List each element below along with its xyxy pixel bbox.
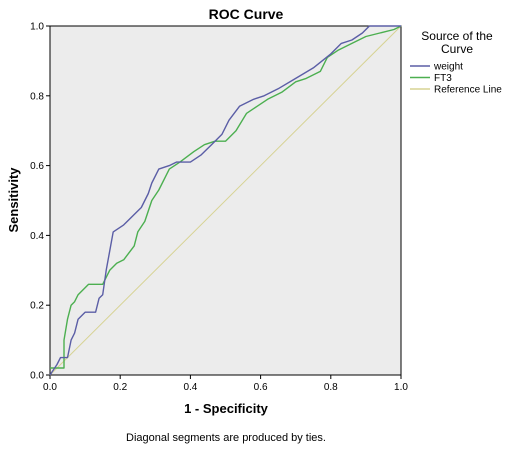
chart-title: ROC Curve	[209, 6, 284, 22]
y-tick-label: 0.4	[30, 231, 44, 242]
legend-label: weight	[433, 62, 463, 73]
series-line-ft3	[50, 25, 402, 369]
y-axis-label: Sensitivity	[6, 167, 21, 233]
y-tick-label: 0.2	[30, 301, 44, 312]
y-tick-label: 0.6	[30, 161, 44, 172]
x-axis-label: 1 - Specificity	[184, 401, 269, 416]
y-tick-label: 1.0	[30, 22, 44, 33]
legend-title-line2: Curve	[441, 42, 473, 56]
series-line-weight	[49, 25, 401, 376]
footnote: Diagonal segments are produced by ties.	[126, 432, 326, 444]
x-tick-label: 0.2	[113, 382, 127, 393]
legend-label: Reference Line	[434, 85, 502, 96]
series-layer	[49, 25, 402, 376]
x-tick-label: 0.6	[254, 382, 268, 393]
axes: 0.0 0.2 0.4 0.6 0.8 1.0 0.0 0.2 0.4 0.6 0.8 1.0	[30, 22, 408, 394]
y-tick-label: 0.0	[30, 371, 44, 382]
series-line-reference-line	[49, 25, 402, 376]
y-tick-label: 0.8	[30, 91, 44, 102]
legend-label: FT3	[434, 73, 452, 84]
x-tick-label: 0.0	[43, 382, 57, 393]
x-tick-label: 1.0	[394, 382, 408, 393]
x-tick-label: 0.8	[324, 382, 338, 393]
x-tick-label: 0.4	[183, 382, 197, 393]
legend-title-line1: Source of the	[421, 29, 493, 43]
